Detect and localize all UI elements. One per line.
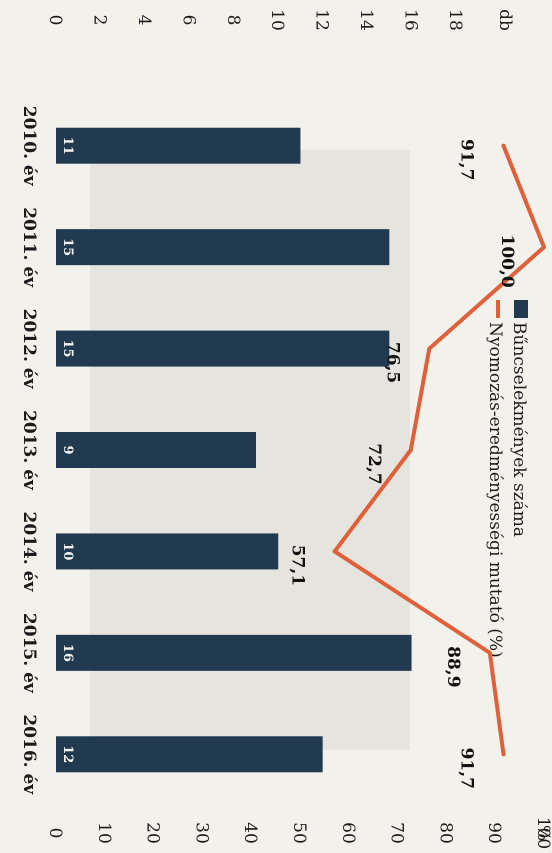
left-axis-unit: db [495, 9, 515, 31]
right-axis-tick: 60 [338, 822, 358, 844]
bar-value-label: 15 [60, 340, 75, 358]
legend-swatch-bar [514, 300, 528, 318]
left-axis-tick: 8 [223, 15, 243, 26]
line-point [501, 752, 506, 757]
line-point [408, 448, 413, 452]
left-axis-tick: 10 [267, 9, 287, 31]
right-axis-tick: 70 [387, 822, 407, 844]
left-axis-tick: 4 [134, 15, 154, 26]
bar-value-label: 16 [60, 644, 75, 662]
right-axis-tick: 20 [143, 822, 163, 844]
bar [55, 229, 390, 266]
bar-value-label: 10 [60, 542, 75, 560]
left-axis-tick: 16 [401, 9, 421, 31]
left-axis-tick: 14 [356, 9, 376, 31]
legend-swatch-line [496, 300, 500, 318]
line-series: 91,7 100,0 76,5 72,7 57,1 88,9 91,7 [288, 139, 546, 789]
left-axis-tick: 6 [178, 15, 198, 26]
category-label: 2013. év [19, 410, 39, 491]
bar-series: 11 15 15 9 10 16 12 [55, 127, 412, 773]
legend-label-line: Nyomozás-eredményességi mutató (%) [485, 322, 505, 658]
bar-value-label: 15 [60, 238, 75, 256]
line-point [427, 346, 432, 351]
bar-value-label: 9 [60, 445, 75, 454]
category-label: 2015. év [19, 613, 39, 694]
left-axis: db 0 2 4 6 8 10 12 14 16 18 [45, 9, 515, 31]
line-value-label: 91,7 [456, 748, 476, 789]
left-axis-tick: 12 [312, 9, 332, 31]
right-axis-tick: 40 [240, 822, 260, 844]
bar [56, 533, 279, 570]
right-axis-tick: 0 [45, 828, 65, 839]
left-axis-tick: 18 [445, 9, 465, 31]
category-label: 2012. év [19, 309, 39, 390]
right-axis-tick: 30 [191, 822, 211, 844]
line-point [542, 245, 546, 250]
right-axis-tick: 10 [94, 822, 114, 844]
category-label: 2011. év [19, 207, 39, 288]
category-label: 2016. év [19, 714, 39, 795]
right-axis-tick: 100 [533, 817, 552, 849]
line-value-label: 76,5 [382, 342, 402, 383]
category-label: 2010. év [19, 106, 39, 187]
left-axis-tick: 0 [45, 15, 65, 26]
line-value-label: 91,7 [456, 139, 476, 180]
line-point [501, 143, 506, 148]
line-value-label: 57,1 [288, 545, 308, 586]
bar [55, 330, 390, 367]
bar [56, 634, 412, 671]
legend-label-bar: Bűncselekmények száma [509, 322, 529, 537]
line-value-label: 100,0 [497, 235, 517, 288]
line-value-label: 72,7 [364, 443, 384, 484]
legend: Bűncselekmények számaNyomozás-eredményes… [485, 300, 529, 658]
bar [56, 432, 256, 468]
right-axis-tick: 80 [435, 822, 455, 844]
line-point [487, 650, 492, 655]
bar-value-label: 11 [60, 137, 75, 155]
bar-value-label: 12 [60, 745, 75, 763]
left-axis-tick: 2 [89, 15, 109, 26]
category-label: 2014. év [19, 511, 39, 592]
bar [56, 736, 323, 773]
right-axis-tick: 50 [289, 822, 309, 844]
right-axis-unit: % [533, 825, 552, 841]
bar [56, 127, 301, 164]
right-axis: % 0 10 20 30 40 50 60 70 80 90 100 [45, 817, 552, 849]
line-point [332, 549, 337, 554]
line-value-label: 88,9 [443, 646, 463, 687]
right-axis-tick: 90 [484, 822, 504, 844]
category-axis: 2010. év 2011. év 2012. év 2013. év 2014. év… [19, 106, 39, 796]
